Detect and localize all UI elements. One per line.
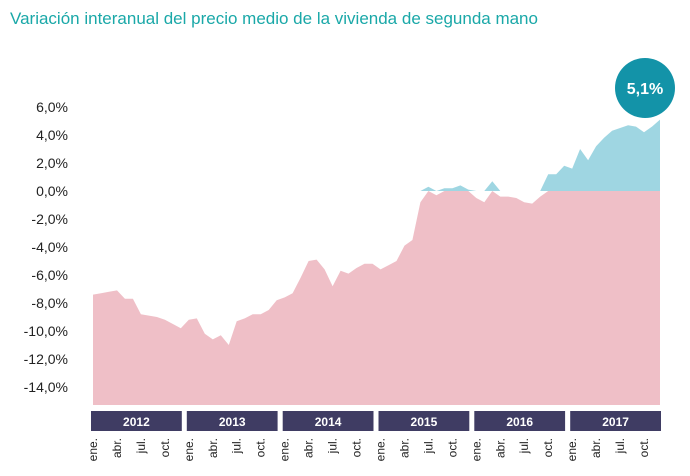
year-label: 2013 (219, 415, 246, 429)
negative-area (93, 191, 660, 405)
year-band (91, 411, 182, 431)
month-label: abr. (302, 438, 316, 458)
month-label: oct. (158, 438, 172, 457)
month-label: ene. (374, 438, 388, 461)
year-band (378, 411, 470, 431)
month-label: abr. (110, 438, 124, 458)
month-label: ene. (565, 438, 579, 461)
month-label: abr. (493, 438, 507, 458)
positive-area (93, 119, 660, 191)
month-label: jul. (613, 438, 627, 454)
month-label: abr. (589, 438, 603, 458)
plot-area (93, 119, 660, 405)
month-label: jul. (326, 438, 340, 454)
y-tick-label: 4,0% (36, 127, 68, 143)
year-label: 2016 (506, 415, 533, 429)
year-label: 2017 (602, 415, 629, 429)
month-label: oct. (541, 438, 555, 457)
y-tick-label: -4,0% (31, 239, 68, 255)
month-label: ene. (469, 438, 483, 461)
year-band (570, 411, 661, 431)
y-tick-label: 6,0% (36, 99, 68, 115)
y-tick-label: -6,0% (31, 267, 68, 283)
year-band (282, 411, 374, 431)
y-tick-label: -14,0% (24, 379, 68, 395)
x-axis: 2012 ene. abr. jul. oct. 2013 ene. abr. jul. oct.… (86, 411, 661, 461)
month-label: oct. (254, 438, 268, 457)
value-callout: 5,1% (615, 58, 675, 118)
year-label: 2012 (123, 415, 150, 429)
year-band (474, 411, 566, 431)
y-tick-label: 0,0% (36, 183, 68, 199)
month-label: jul. (421, 438, 435, 454)
month-label: abr. (398, 438, 412, 458)
y-axis: 6,0% 4,0% 2,0% 0,0% -2,0% -4,0% -6,0% -8,0% -10,… (24, 99, 68, 395)
month-label: oct. (350, 438, 364, 457)
month-label: oct. (445, 438, 459, 457)
month-label: ene. (86, 438, 100, 461)
callout-bubble (615, 58, 675, 118)
month-label: abr. (206, 438, 220, 458)
year-label: 2014 (315, 415, 342, 429)
month-label: oct. (637, 438, 651, 457)
y-tick-label: -10,0% (24, 323, 68, 339)
month-label: jul. (517, 438, 531, 454)
callout-label: 5,1% (627, 81, 663, 98)
month-label: jul. (134, 438, 148, 454)
chart-title: Variación interanual del precio medio de… (10, 9, 538, 28)
year-band (186, 411, 278, 431)
y-tick-label: -2,0% (31, 211, 68, 227)
month-label: ene. (182, 438, 196, 461)
year-label: 2015 (411, 415, 438, 429)
month-label: jul. (230, 438, 244, 454)
y-tick-label: -8,0% (31, 295, 68, 311)
y-tick-label: 2,0% (36, 155, 68, 171)
y-tick-label: -12,0% (24, 351, 68, 367)
month-label: ene. (278, 438, 292, 461)
